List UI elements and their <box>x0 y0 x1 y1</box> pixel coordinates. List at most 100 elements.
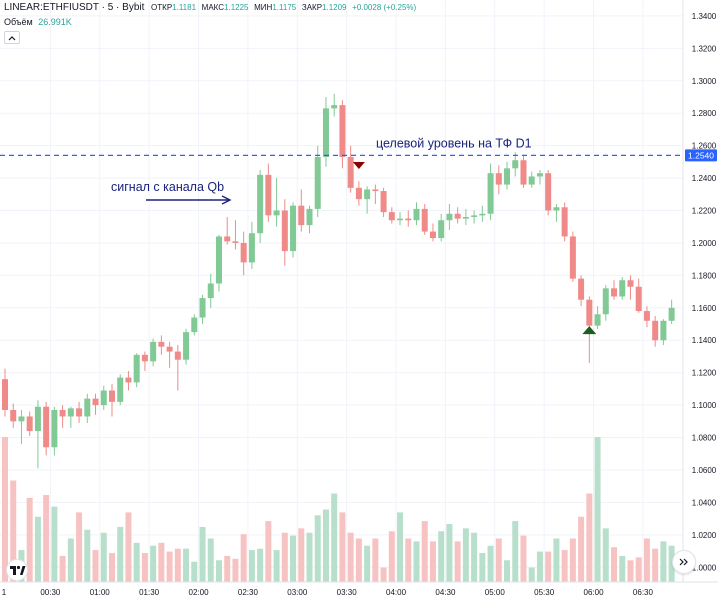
candle-body <box>668 307 675 321</box>
candle-body <box>67 408 74 417</box>
candle-body <box>322 108 329 157</box>
candle-body <box>536 173 543 177</box>
price-tick-label: 1.1200 <box>692 369 717 378</box>
candle <box>199 294 206 325</box>
tradingview-logo[interactable] <box>6 559 28 581</box>
candle-body <box>611 288 618 297</box>
trade-markers <box>352 161 597 335</box>
candle <box>67 406 74 428</box>
volume-bar <box>512 521 519 582</box>
scroll-to-realtime-button[interactable] <box>672 550 696 574</box>
candle <box>306 205 313 234</box>
volume-bar <box>364 545 371 582</box>
candle-body <box>397 218 404 221</box>
volume-bar <box>215 560 222 582</box>
candle-body <box>141 354 148 362</box>
symbol-title[interactable]: LINEAR:ETHFIUSDT · 5 · Bybit <box>4 2 145 13</box>
volume-bar <box>331 493 338 582</box>
candle-body <box>240 242 247 263</box>
time-tick-label: 04:00 <box>386 588 407 597</box>
candle-body <box>364 189 371 200</box>
volume-bar <box>84 529 91 582</box>
candle <box>495 165 502 195</box>
volume-bar <box>322 509 329 582</box>
candle-body <box>224 236 231 242</box>
volume-bar <box>166 551 173 582</box>
volume-bar <box>355 538 362 582</box>
price-tick-label: 1.1600 <box>692 304 717 313</box>
volume-bar <box>347 532 354 582</box>
price-tick-label: 1.2600 <box>692 142 717 151</box>
signal-annotation: сигнал с канала Qb <box>111 180 232 205</box>
volume-bar <box>67 538 74 582</box>
volume-bar <box>421 521 428 582</box>
candle <box>26 411 33 436</box>
candle-body <box>627 280 634 287</box>
volume-bar <box>174 548 181 582</box>
candle <box>413 202 420 226</box>
volume-bar <box>290 535 297 582</box>
candle-body <box>183 332 190 360</box>
time-tick-label: 01:30 <box>139 588 160 597</box>
volume-bar <box>2 437 8 582</box>
candle-body <box>405 218 412 221</box>
candle <box>34 400 41 469</box>
target-level-text: целевой уровень на ТФ D1 <box>376 136 532 150</box>
volume-bar <box>586 493 593 582</box>
candle-body <box>561 207 568 237</box>
candle-body <box>158 341 165 347</box>
volume-bar <box>248 550 255 582</box>
price-axis[interactable]: 1.3400 1.3200 1.3000 1.2800 1.2600 1.2400 1.22… <box>682 0 718 582</box>
volume-bar <box>380 567 387 582</box>
volume-bar <box>199 526 206 582</box>
candle-body <box>331 105 338 109</box>
candle-body <box>43 406 50 448</box>
candle-body <box>355 187 362 200</box>
candle <box>578 275 585 307</box>
time-tick-label: 06:30 <box>633 588 654 597</box>
candle-body <box>586 299 593 326</box>
candle <box>504 161 511 190</box>
price-tick-label: 1.0000 <box>692 563 717 572</box>
candle <box>652 315 659 347</box>
candle <box>619 277 626 300</box>
candle <box>331 93 338 117</box>
candle <box>347 145 354 193</box>
candle <box>512 152 519 177</box>
volume-bar <box>471 532 478 582</box>
candle-body <box>380 191 387 213</box>
candle <box>43 401 50 456</box>
open-label: ОТКР <box>151 3 173 12</box>
time-tick-label: 01:00 <box>90 588 111 597</box>
volume-bar <box>504 560 511 582</box>
price-tick-label: 1.0600 <box>692 466 717 475</box>
candle <box>207 273 214 308</box>
candle <box>569 231 576 282</box>
candle-body <box>306 208 313 226</box>
candle-body <box>257 174 264 234</box>
candle-body <box>133 354 140 383</box>
volume-bar <box>59 555 66 582</box>
low-label: МИН <box>254 3 273 12</box>
volume-label: Объём <box>4 17 33 27</box>
candle <box>133 353 140 388</box>
price-tick-label: 1.3200 <box>692 44 717 53</box>
level-price-label: 1.2540 <box>688 150 714 160</box>
price-tick-label: 1.1800 <box>692 271 717 280</box>
candle <box>561 202 568 242</box>
volume-bar <box>528 567 535 582</box>
volume-bar <box>611 547 618 582</box>
volume-bar <box>536 551 543 582</box>
collapse-legend-button[interactable] <box>4 31 20 44</box>
candle-body <box>660 320 667 341</box>
candle-body <box>84 398 91 417</box>
candle <box>100 385 107 410</box>
volume-legend: Объём 26.991K <box>4 17 72 27</box>
volume-bar <box>487 545 494 582</box>
candle <box>117 374 124 406</box>
candle-body <box>652 320 659 341</box>
candle <box>108 384 115 417</box>
time-tick-label: 00:30 <box>40 588 61 597</box>
time-axis[interactable]: 1 00:30 01:00 01:30 02:00 02:30 03:00 03:30 04:0… <box>0 581 718 600</box>
